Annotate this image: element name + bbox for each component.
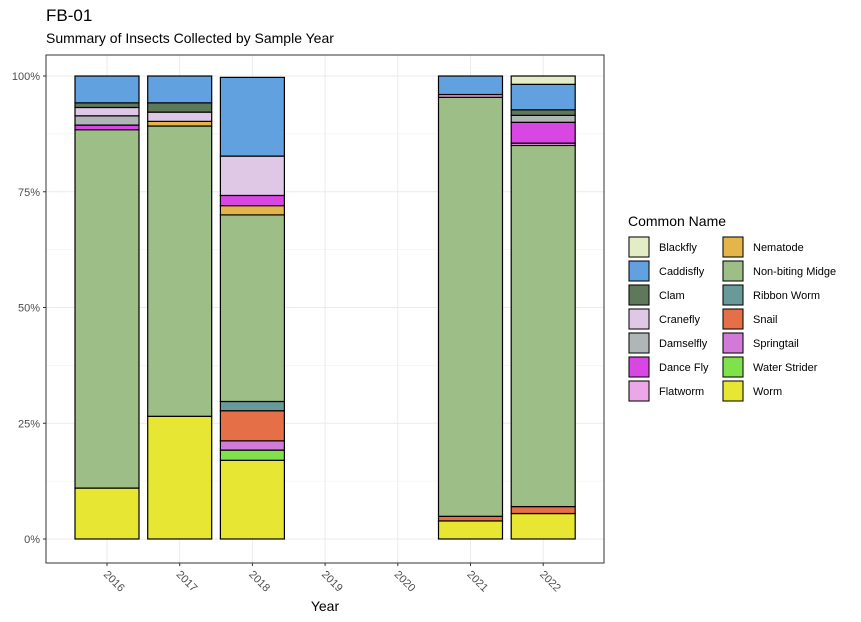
chart-subtitle: Summary of Insects Collected by Sample Y…: [46, 30, 334, 46]
y-tick-label: 100%: [12, 71, 40, 83]
bar-segment: [437, 96, 504, 517]
legend-swatch: [722, 356, 744, 378]
legend-swatch: [722, 308, 744, 330]
x-tick-label: 2021: [464, 569, 490, 595]
bar-segment: [74, 124, 140, 131]
bar-segment: [219, 440, 285, 451]
bar-segment: [510, 75, 576, 85]
bar-segment: [219, 155, 285, 197]
legend-item: Nematode: [722, 236, 804, 258]
legend-item: Springtail: [722, 332, 799, 354]
legend-label: Ribbon Worm: [753, 290, 820, 302]
x-tick-label: 2022: [537, 569, 563, 595]
legend-item: Ribbon Worm: [722, 284, 820, 306]
legend-label: Blackfly: [659, 242, 697, 254]
x-axis: 2016 2017 2018 2019 2020 2021 2022: [101, 563, 563, 594]
x-tick-label: 2020: [392, 569, 418, 595]
legend-swatch: [722, 380, 744, 402]
legend-label: Damselfly: [659, 338, 708, 350]
bar-segment: [74, 487, 140, 540]
legend-item: Damselfly: [628, 332, 708, 354]
legend-title: Common Name: [628, 213, 726, 229]
bar-segment: [510, 114, 576, 123]
bar-segment: [219, 410, 285, 442]
legend-label: Caddisfly: [659, 266, 705, 278]
legend-label: Worm: [753, 386, 782, 398]
legend-swatch: [628, 284, 650, 306]
bar-segment: [510, 512, 576, 540]
bar-segment: [147, 415, 213, 540]
bar-segment: [219, 400, 285, 412]
legend-swatch: [722, 236, 744, 258]
x-tick-label: 2017: [174, 569, 200, 595]
x-tick-label: 2016: [101, 569, 127, 595]
bar-segment: [147, 125, 213, 417]
legend: Common Name Blackfly Caddisfly Clam Cranefl…: [628, 213, 836, 402]
legend-swatch: [628, 260, 650, 282]
y-tick-label: 0%: [24, 534, 40, 546]
bar-segment: [219, 449, 285, 461]
legend-item: Clam: [628, 284, 685, 306]
bar-segment: [74, 106, 140, 117]
x-axis-title: Year: [311, 598, 340, 614]
legend-item: Dance Fly: [628, 356, 709, 378]
legend-label: Cranefly: [659, 314, 700, 326]
legend-item: Cranefly: [628, 308, 700, 330]
y-axis: 0% 25% 50% 75% 100%: [12, 71, 46, 546]
legend-swatch: [628, 308, 650, 330]
legend-label: Nematode: [753, 242, 804, 254]
bar-segment: [510, 109, 576, 116]
legend-swatch: [722, 284, 744, 306]
bar-segment: [437, 515, 504, 522]
y-tick-label: 75%: [18, 187, 40, 199]
legend-item: Worm: [722, 380, 782, 402]
legend-item: Flatworm: [628, 380, 704, 402]
legend-label: Non-biting Midge: [753, 266, 836, 278]
bar-segment: [510, 144, 576, 508]
legend-item: Non-biting Midge: [722, 260, 836, 282]
legend-item: Water Strider: [722, 356, 818, 378]
bar-segment: [147, 102, 213, 113]
bar-segment: [437, 520, 504, 540]
bars: [74, 75, 576, 540]
legend-label: Clam: [659, 290, 685, 302]
legend-label: Snail: [753, 314, 777, 326]
legend-label: Springtail: [753, 338, 799, 350]
bar-segment: [219, 76, 285, 157]
legend-label: Flatworm: [659, 386, 704, 398]
legend-label: Dance Fly: [659, 362, 709, 374]
x-tick-label: 2018: [246, 569, 272, 595]
bar-segment: [219, 214, 285, 403]
bar-segment: [510, 121, 576, 144]
chart-title: FB-01: [46, 6, 92, 25]
legend-item: Snail: [722, 308, 777, 330]
legend-swatch: [628, 332, 650, 354]
bar-segment: [74, 102, 140, 109]
bar-segment: [219, 194, 285, 207]
bar-segment: [510, 83, 576, 111]
legend-swatch: [722, 260, 744, 282]
bar-segment: [219, 205, 285, 216]
bar-segment: [147, 120, 213, 127]
legend-swatch: [628, 236, 650, 258]
bar-segment: [74, 75, 140, 104]
legend-swatch: [628, 380, 650, 402]
bar-segment: [74, 115, 140, 126]
legend-swatch: [628, 356, 650, 378]
y-tick-label: 25%: [18, 418, 40, 430]
legend-item: Blackfly: [628, 236, 697, 258]
bar-segment: [74, 129, 140, 489]
bar-segment: [437, 75, 504, 96]
bar-segment: [510, 505, 576, 515]
legend-item: Caddisfly: [628, 260, 705, 282]
y-tick-label: 50%: [18, 303, 40, 315]
bar-segment: [219, 459, 285, 540]
bar-segment: [147, 75, 213, 104]
plot-panel: [45, 54, 605, 564]
legend-swatch: [722, 332, 744, 354]
legend-label: Water Strider: [753, 362, 818, 374]
bar-segment: [147, 111, 213, 122]
x-tick-label: 2019: [319, 569, 345, 595]
